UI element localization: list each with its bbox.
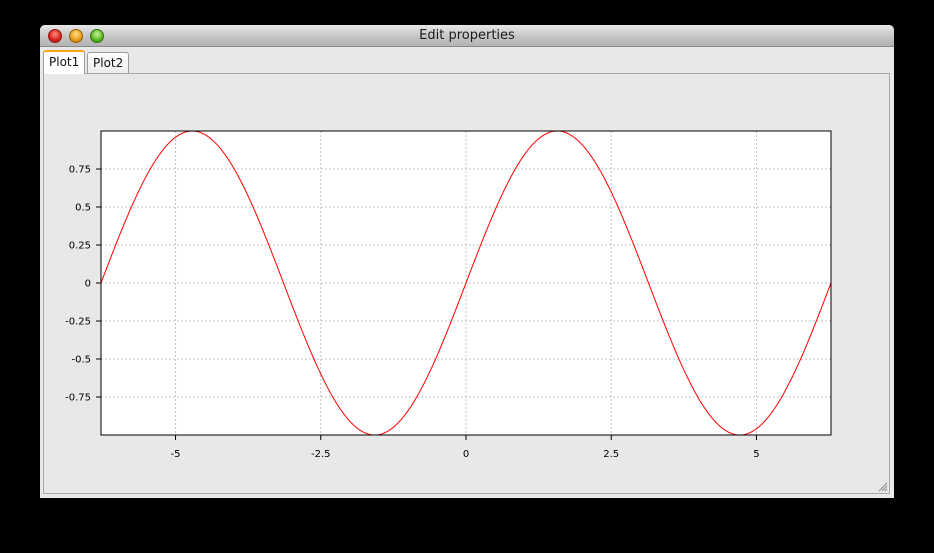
title-bar[interactable]: Edit properties: [40, 25, 894, 47]
tab-plot2[interactable]: Plot2: [87, 52, 129, 73]
minimize-window-icon[interactable]: [69, 29, 83, 43]
plot-chart: -5 -2.5 0 2.5 5 0.75 0.5 0.25 0 -0.25 -0.5 -0.75: [65, 130, 832, 460]
close-window-icon[interactable]: [48, 29, 62, 43]
tab-plot1[interactable]: Plot1: [43, 50, 85, 74]
plot-frame: [100, 130, 832, 436]
sine-series-line: [100, 130, 832, 436]
y-tick-label: 0: [85, 279, 91, 290]
x-tick-label: 2.5: [603, 449, 619, 460]
y-tick-label: 0.25: [69, 241, 91, 252]
plot-panel: -5 -2.5 0 2.5 5 0.75 0.5 0.25 0 -0.25 -0.5 -0.75: [43, 73, 890, 494]
resize-grip-icon[interactable]: [878, 482, 888, 492]
zoom-window-icon[interactable]: [90, 29, 104, 43]
window-title: Edit properties: [419, 28, 515, 43]
x-tick-label: -5: [171, 449, 181, 460]
x-tick-label: 5: [753, 449, 759, 460]
y-tick-label: 0.75: [69, 165, 91, 176]
x-tick-label: 0: [463, 449, 469, 460]
edit-properties-window: Edit properties Plot1 Plot2 -5 -2.5 0 2.5 5 0…: [40, 25, 894, 498]
y-tick-label: -0.25: [65, 317, 91, 328]
y-tick-label: -0.5: [71, 355, 91, 366]
y-tick-label: -0.75: [65, 393, 91, 404]
y-tick-label: 0.5: [75, 203, 91, 214]
x-tick-label: -2.5: [311, 449, 331, 460]
